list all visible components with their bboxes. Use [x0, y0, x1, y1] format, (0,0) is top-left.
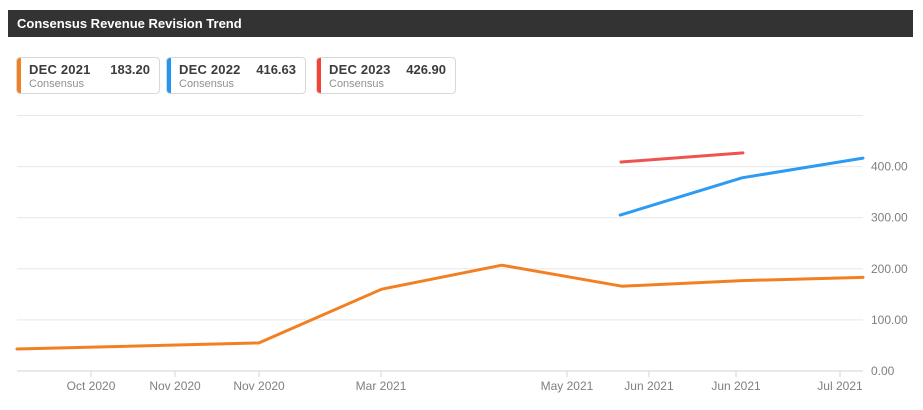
x-axis-label: Nov 2020	[149, 379, 201, 393]
legend-card-body: DEC 2021 183.20 Consensus	[21, 58, 159, 93]
legend-card-value: 183.20	[110, 62, 150, 77]
legend-card-sublabel: Consensus	[329, 78, 385, 90]
x-axis-label: Oct 2020	[67, 379, 116, 393]
legend-card-label: DEC 2022	[179, 62, 241, 77]
y-axis-label: 400.00	[871, 160, 908, 174]
x-axis-label: Mar 2021	[356, 379, 407, 393]
x-axis-label: Jun 2021	[624, 379, 674, 393]
x-axis-label: Jun 2021	[711, 379, 761, 393]
legend-card-dec-2022[interactable]: DEC 2022 416.63 Consensus	[166, 57, 306, 94]
legend-card-body: DEC 2023 426.90 Consensus	[321, 58, 455, 93]
legend-card-sublabel: Consensus	[29, 78, 85, 90]
legend-card-value: 416.63	[256, 62, 296, 77]
x-axis-label: Nov 2020	[233, 379, 285, 393]
x-axis-label: Jul 2021	[817, 379, 863, 393]
legend-accent-orange	[17, 58, 21, 93]
y-axis-label: 0.00	[871, 364, 895, 378]
legend-accent-blue	[167, 58, 171, 93]
legend-card-sublabel: Consensus	[179, 78, 235, 90]
legend-card-dec-2021[interactable]: DEC 2021 183.20 Consensus	[16, 57, 160, 94]
legend-card-label: DEC 2021	[29, 62, 91, 77]
y-axis-label: 200.00	[871, 262, 908, 276]
series-line-dec-2021	[15, 263, 865, 351]
page-title: Consensus Revenue Revision Trend	[17, 16, 242, 31]
y-axis-label: 100.00	[871, 313, 908, 327]
legend-cards: DEC 2021 183.20 Consensus DEC 2022 416.6…	[16, 57, 616, 94]
series-line-dec-2023	[619, 151, 745, 164]
x-axis-label: May 2021	[541, 379, 594, 393]
legend-accent-red	[317, 58, 321, 93]
y-axis-label: 300.00	[871, 211, 908, 225]
legend-card-dec-2023[interactable]: DEC 2023 426.90 Consensus	[316, 57, 456, 94]
legend-card-value: 426.90	[406, 62, 446, 77]
series-line-dec-2022	[618, 156, 865, 217]
header-bar: Consensus Revenue Revision Trend	[8, 10, 913, 37]
legend-card-body: DEC 2022 416.63 Consensus	[171, 58, 305, 93]
legend-card-label: DEC 2023	[329, 62, 391, 77]
